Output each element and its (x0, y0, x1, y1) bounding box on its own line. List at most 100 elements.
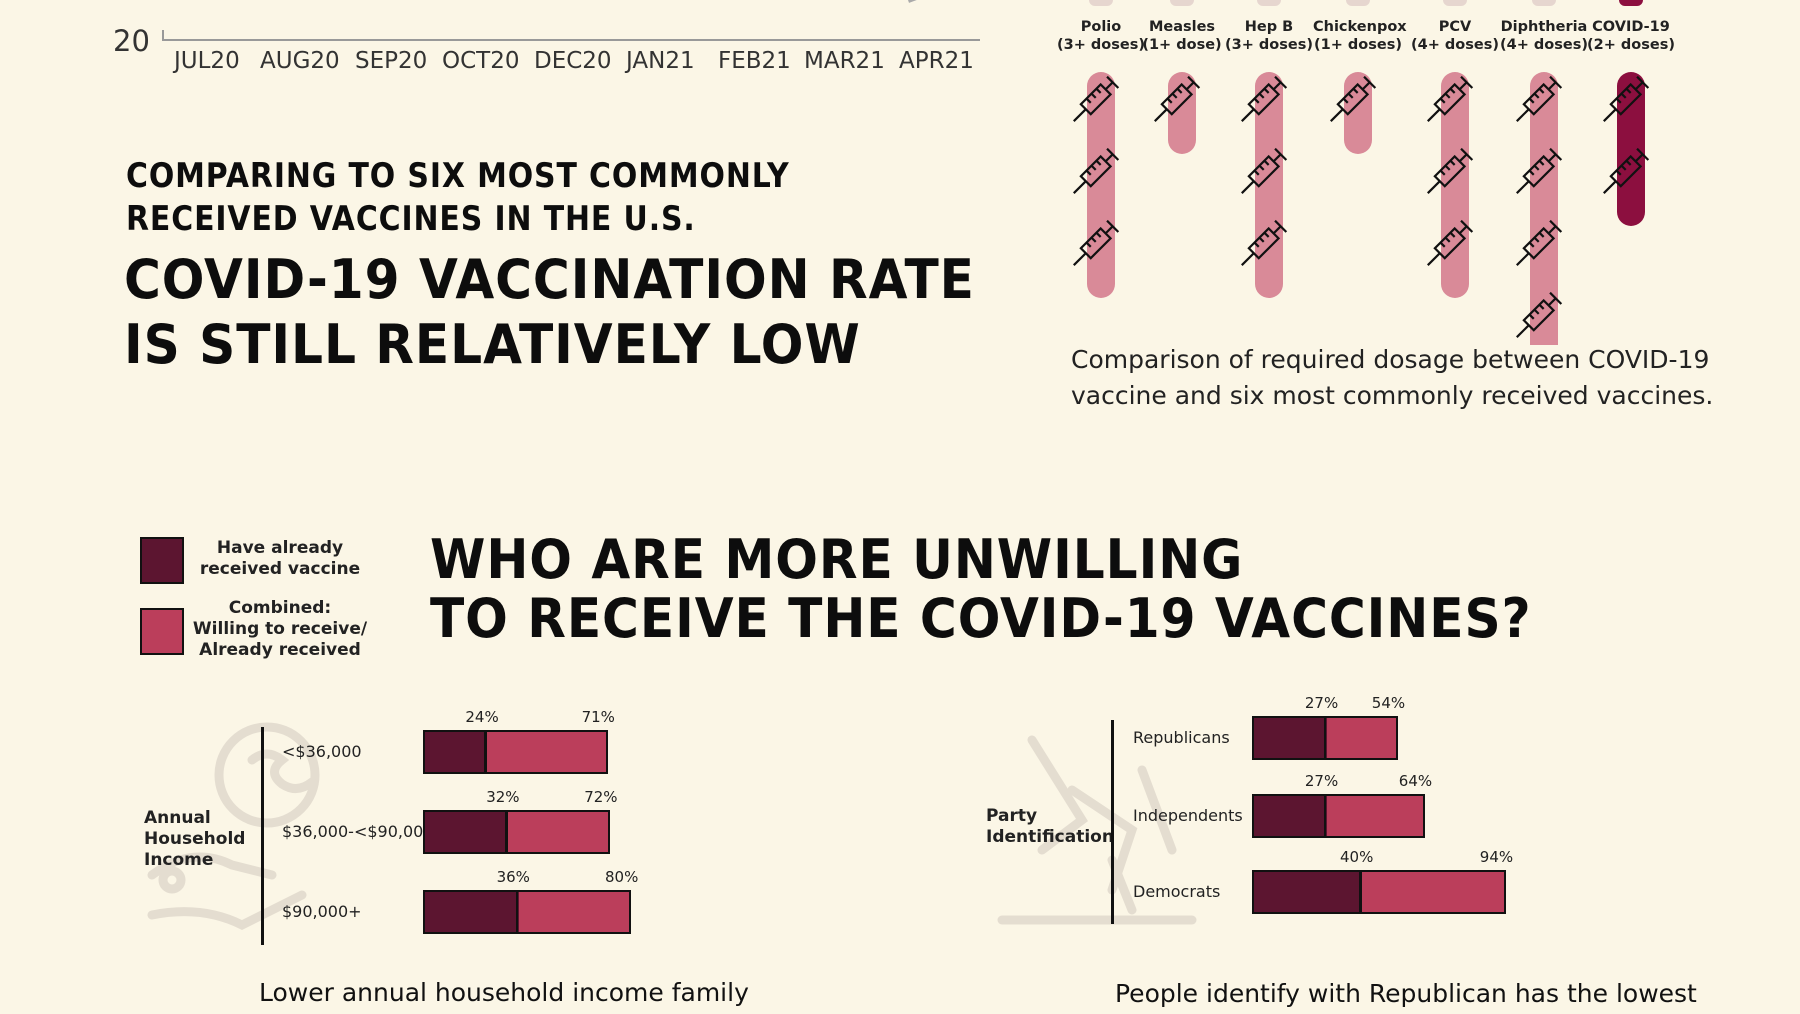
vaccine-name: Measles (1148, 19, 1216, 35)
legend-combined-line3: Already received (199, 640, 361, 660)
vaccine-doses: (1+ dose) (1142, 37, 1222, 53)
vaccine-label: PCV (4+ doses) (1410, 18, 1500, 54)
value-label-combined: 54% (1371, 694, 1406, 712)
legend-already-line2: received vaccine (199, 559, 361, 579)
value-label-already: 27% (1304, 772, 1339, 790)
vial-top-stub (1532, 0, 1556, 6)
value-label-already: 36% (496, 868, 530, 886)
syringe-icon (1516, 75, 1563, 122)
dosage-caption: Comparison of required dosage between CO… (1071, 342, 1771, 414)
timeline-month-tick: AUG20 (260, 48, 340, 74)
vial-top-stub (1619, 0, 1643, 6)
vaccine-label: Diphtheria (4+ doses) (1499, 18, 1589, 54)
syringe-icon (1427, 219, 1474, 266)
vaccine-name: Hep B (1244, 19, 1294, 35)
timeline-month-tick: OCT20 (442, 48, 520, 74)
timeline-y-tick: 20 (113, 24, 150, 58)
syringe-icon (1241, 75, 1288, 122)
value-label-combined: 94% (1479, 848, 1514, 866)
syringe-icon (1073, 75, 1120, 122)
syringe-icon (1427, 75, 1474, 122)
bar-already (425, 812, 509, 852)
voting-hand-icon (997, 735, 1197, 925)
timeline-month-tick: DEC20 (534, 48, 612, 74)
legend-label-combined: Combined: Willing to receive/ Already re… (190, 598, 370, 661)
timeline-axis-line (162, 39, 980, 41)
category-label: $90,000+ (282, 902, 362, 921)
legend-already-line1: Have already (216, 538, 344, 558)
bar-already (1254, 796, 1327, 836)
vial-top-stub (1443, 0, 1467, 6)
vaccine-doses: (3+ doses) (1225, 37, 1313, 53)
vaccine-doses: (3+ doses) (1057, 37, 1145, 53)
legend-label-already: Have already received vaccine (190, 538, 370, 580)
income-footnote: Lower annual household income family (259, 978, 749, 1007)
value-label-already: 40% (1340, 848, 1374, 866)
headline-kicker-line2: RECEIVED VACCINES IN THE U.S. (126, 199, 696, 239)
bar-already (425, 892, 519, 932)
vaccine-label: Hep B (3+ doses) (1224, 18, 1314, 54)
category-label: Democrats (1133, 882, 1221, 901)
legend-swatch-combined (140, 608, 184, 655)
vaccine-label: Polio (3+ doses) (1056, 18, 1146, 54)
vaccine-label: COVID-19 (2+ doses) (1586, 18, 1676, 54)
timeline-axis-corner (162, 30, 164, 40)
syringe-icon (1603, 147, 1650, 194)
bar-combined-frame (1252, 794, 1425, 838)
legend-swatch-already (140, 537, 184, 584)
vial-top-stub (1089, 0, 1113, 6)
bar-combined-frame (423, 730, 608, 774)
legend-combined-line2: Willing to receive/ (192, 619, 368, 639)
syringe-icon (1603, 75, 1650, 122)
vaccine-doses: (4+ doses) (1500, 37, 1588, 53)
vaccine-name: PCV (1438, 19, 1472, 35)
value-label-already: 27% (1304, 694, 1339, 712)
vaccine-name: Diphtheria (1500, 19, 1588, 35)
bar-separator (505, 812, 508, 852)
bar-already (425, 732, 488, 772)
bar-separator (1323, 796, 1327, 836)
income-group-label-line2: Household (144, 829, 246, 849)
value-label-combined: 80% (605, 868, 639, 886)
syringe-icon (1154, 75, 1201, 122)
bar-combined-frame (1252, 716, 1398, 760)
headline-title-line2: IS STILL RELATIVELY LOW (124, 313, 861, 376)
category-label: <$36,000 (282, 742, 362, 761)
bar-separator (1359, 872, 1362, 912)
bar-separator (515, 892, 519, 932)
bar-separator (484, 732, 487, 772)
dosage-vial-bar (1530, 72, 1558, 345)
dosage-caption-line1: Comparison of required dosage between CO… (1071, 345, 1710, 374)
vaccine-name: COVID-19 (1592, 19, 1670, 35)
dosage-vials (1073, 0, 1650, 345)
syringe-icon (1241, 147, 1288, 194)
bar-already (1254, 718, 1327, 758)
party-footnote: People identify with Republican has the … (1115, 979, 1697, 1008)
syringe-icon (1073, 147, 1120, 194)
section-title-line1: WHO ARE MORE UNWILLING (430, 528, 1244, 591)
syringe-icon (1516, 291, 1563, 338)
value-label-already: 32% (486, 788, 520, 806)
value-label-already: 24% (465, 708, 499, 726)
syringe-icon (1516, 219, 1563, 266)
party-group-label-line2: Identification (986, 827, 1114, 847)
headline-title-line1: COVID-19 VACCINATION RATE (124, 248, 975, 311)
timeline-month-tick: JAN21 (626, 48, 695, 74)
value-label-combined: 64% (1398, 772, 1433, 790)
timeline-month-tick: MAR21 (804, 48, 885, 74)
bar-already (1254, 872, 1362, 912)
category-label: Independents (1133, 806, 1243, 825)
timeline-month-tick: SEP20 (355, 48, 428, 74)
bar-combined-frame (423, 810, 611, 854)
vial-top-stub (1170, 0, 1194, 6)
syringe-icon (1516, 147, 1563, 194)
timeline-month-tick: FEB21 (718, 48, 791, 74)
money-hand-icon (147, 722, 320, 931)
legend-combined-line1: Combined: (228, 598, 332, 618)
income-group-label-line1: Annual (144, 808, 211, 828)
income-chart-axis (261, 727, 264, 945)
timeline-month-tick: APR21 (899, 48, 974, 74)
syringe-icon (1330, 75, 1377, 122)
vial-top-stub (1346, 0, 1370, 6)
bar-combined-frame (423, 890, 631, 934)
